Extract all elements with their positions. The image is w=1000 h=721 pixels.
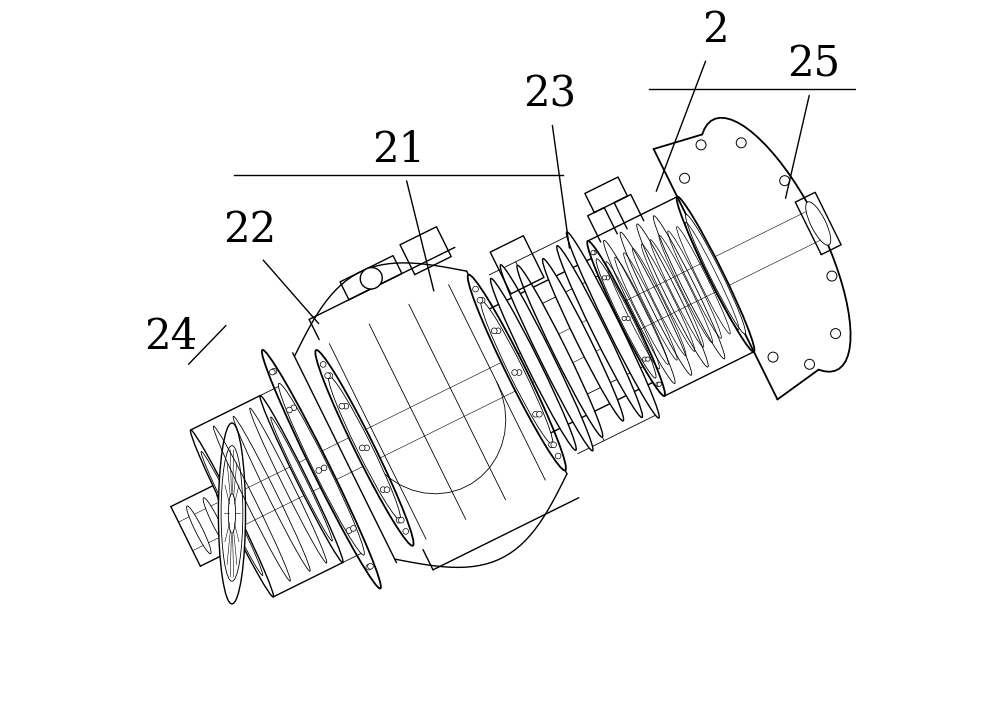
Ellipse shape	[596, 259, 656, 378]
Ellipse shape	[646, 357, 650, 361]
Ellipse shape	[481, 301, 553, 444]
Ellipse shape	[359, 445, 365, 451]
Ellipse shape	[591, 251, 595, 255]
Ellipse shape	[543, 259, 624, 421]
Ellipse shape	[364, 445, 370, 451]
Ellipse shape	[218, 423, 246, 604]
Ellipse shape	[533, 412, 538, 417]
Ellipse shape	[516, 370, 522, 376]
Ellipse shape	[566, 232, 659, 418]
Ellipse shape	[491, 328, 497, 334]
Ellipse shape	[228, 494, 236, 534]
Text: 2: 2	[703, 9, 729, 51]
Ellipse shape	[768, 352, 778, 362]
Ellipse shape	[321, 465, 327, 471]
Ellipse shape	[551, 442, 557, 448]
Ellipse shape	[517, 265, 603, 437]
Ellipse shape	[677, 197, 754, 352]
Ellipse shape	[396, 518, 402, 523]
Ellipse shape	[320, 362, 326, 367]
Ellipse shape	[262, 350, 381, 588]
Ellipse shape	[278, 384, 364, 555]
Ellipse shape	[339, 403, 345, 409]
Ellipse shape	[806, 202, 831, 245]
Ellipse shape	[328, 376, 400, 520]
Ellipse shape	[271, 368, 277, 374]
Ellipse shape	[271, 417, 332, 541]
Ellipse shape	[592, 251, 596, 255]
Ellipse shape	[537, 412, 542, 417]
Ellipse shape	[269, 369, 275, 375]
Ellipse shape	[512, 370, 517, 376]
Ellipse shape	[805, 359, 815, 369]
Ellipse shape	[602, 275, 607, 280]
Ellipse shape	[473, 286, 478, 292]
Ellipse shape	[260, 396, 343, 562]
Ellipse shape	[549, 442, 554, 448]
Text: 22: 22	[223, 209, 276, 251]
Ellipse shape	[316, 468, 322, 474]
Ellipse shape	[346, 528, 352, 534]
Ellipse shape	[555, 454, 561, 459]
Ellipse shape	[203, 497, 228, 546]
Ellipse shape	[657, 382, 661, 386]
Ellipse shape	[680, 173, 690, 183]
Ellipse shape	[477, 297, 483, 303]
Ellipse shape	[380, 487, 386, 492]
Text: 25: 25	[787, 43, 840, 86]
Ellipse shape	[287, 407, 292, 413]
Ellipse shape	[368, 564, 373, 569]
Ellipse shape	[479, 297, 485, 303]
Ellipse shape	[686, 215, 746, 334]
Ellipse shape	[343, 403, 349, 409]
Ellipse shape	[201, 451, 263, 575]
Ellipse shape	[325, 373, 330, 379]
Ellipse shape	[398, 518, 404, 523]
Ellipse shape	[350, 526, 356, 531]
Ellipse shape	[557, 246, 642, 417]
Ellipse shape	[468, 275, 566, 470]
Ellipse shape	[221, 446, 243, 581]
Ellipse shape	[384, 487, 390, 492]
Ellipse shape	[622, 317, 626, 321]
Ellipse shape	[327, 373, 333, 379]
Ellipse shape	[831, 329, 841, 339]
Ellipse shape	[360, 267, 382, 289]
Text: 23: 23	[523, 74, 576, 115]
Ellipse shape	[500, 265, 593, 451]
Ellipse shape	[403, 528, 409, 534]
Ellipse shape	[495, 328, 501, 334]
Ellipse shape	[605, 275, 610, 280]
Ellipse shape	[780, 176, 790, 185]
Ellipse shape	[190, 430, 274, 597]
Text: 21: 21	[372, 129, 425, 171]
Ellipse shape	[587, 241, 665, 396]
Text: 24: 24	[144, 316, 197, 358]
Ellipse shape	[656, 382, 660, 386]
Ellipse shape	[366, 565, 372, 570]
Ellipse shape	[642, 357, 647, 361]
Ellipse shape	[216, 491, 241, 539]
Ellipse shape	[291, 405, 297, 411]
Ellipse shape	[696, 140, 706, 150]
Ellipse shape	[827, 271, 837, 281]
Ellipse shape	[187, 506, 211, 554]
Ellipse shape	[626, 317, 630, 321]
Ellipse shape	[736, 138, 746, 148]
Ellipse shape	[490, 278, 576, 450]
Ellipse shape	[315, 350, 414, 546]
